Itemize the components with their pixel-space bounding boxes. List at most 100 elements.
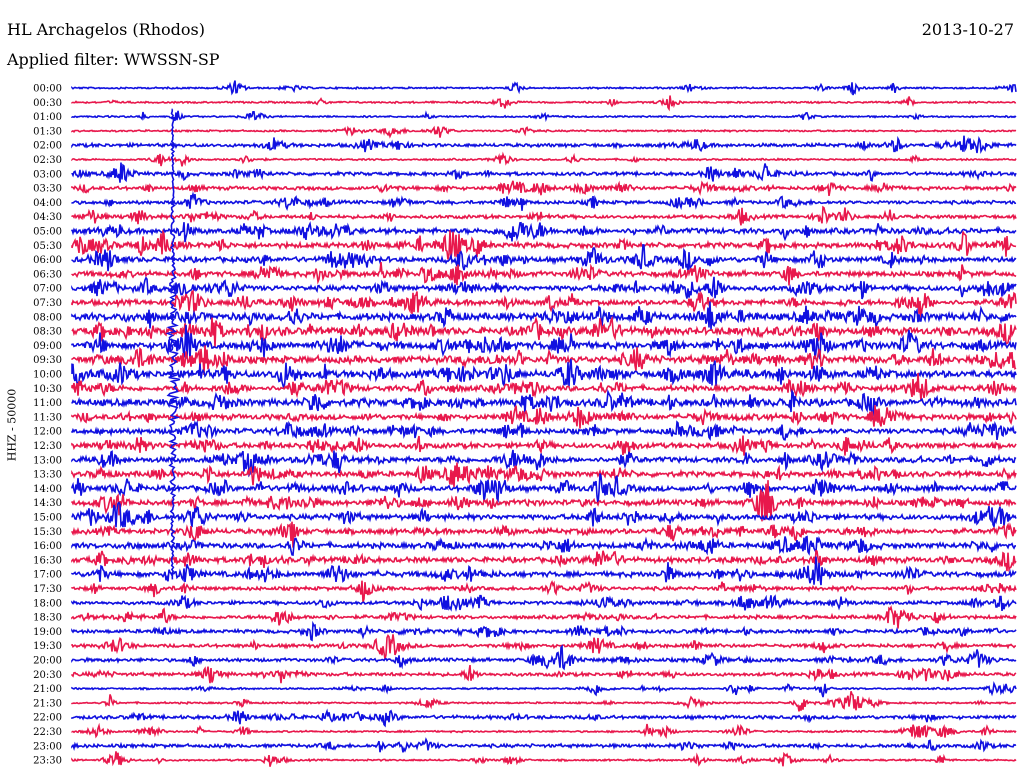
- trace-line: [71, 110, 1017, 123]
- row-time-label: 18:00: [33, 598, 62, 609]
- trace-line: [71, 95, 1017, 112]
- trace-line: [71, 345, 1017, 375]
- row-time-label: 23:30: [33, 756, 62, 767]
- row-time-label: 03:30: [33, 184, 62, 195]
- row-time-label: 02:30: [33, 155, 62, 166]
- row-time-label: 07:30: [33, 298, 62, 309]
- row-time-label: 09:30: [33, 355, 62, 366]
- trace-line: [71, 737, 1017, 753]
- record-date: 2013-10-27: [921, 20, 1014, 39]
- trace-line: [71, 462, 1017, 488]
- trace-line: [71, 191, 1017, 212]
- row-time-label: 01:30: [33, 126, 62, 137]
- trace-line: [71, 680, 1017, 698]
- trace-line: [71, 151, 1017, 167]
- station-title: HL Archagelos (Rhodos): [7, 20, 205, 39]
- trace-line: [71, 644, 1017, 671]
- row-time-label: 10:00: [33, 370, 62, 381]
- trace-line: [71, 388, 1017, 420]
- trace-line: [71, 751, 1017, 767]
- trace-line: [71, 80, 1017, 96]
- row-time-label: 00:00: [33, 84, 62, 95]
- row-time-label: 12:30: [33, 441, 62, 452]
- trace-line: [71, 473, 1017, 504]
- row-time-label: 06:30: [33, 269, 62, 280]
- filter-label: Applied filter: WWSSN-SP: [7, 50, 220, 69]
- trace-line: [71, 372, 1017, 402]
- trace-line: [71, 594, 1017, 612]
- row-time-label: 12:00: [33, 427, 62, 438]
- row-time-label: 05:30: [33, 241, 62, 252]
- row-time-label: 16:00: [33, 541, 62, 552]
- row-time-label: 22:30: [33, 727, 62, 738]
- row-time-label: 04:30: [33, 212, 62, 223]
- trace-line: [71, 162, 1017, 183]
- row-time-label: 21:00: [33, 684, 62, 695]
- trace-line: [71, 556, 1017, 586]
- row-time-label: 09:00: [33, 341, 62, 352]
- trace-line: [71, 125, 1017, 139]
- trace-line: [71, 405, 1017, 429]
- row-time-label: 21:30: [33, 698, 62, 709]
- row-time-label: 11:00: [33, 398, 62, 409]
- trace-line: [71, 301, 1017, 330]
- row-time-label: 16:30: [33, 555, 62, 566]
- trace-line: [71, 579, 1017, 603]
- trace-line: [71, 708, 1017, 728]
- trace-line: [71, 521, 1017, 548]
- row-time-label: 11:30: [33, 412, 62, 423]
- trace-line: [71, 620, 1017, 642]
- row-time-label: 23:00: [33, 741, 62, 752]
- trace-line: [71, 691, 1017, 712]
- row-time-label: 07:00: [33, 284, 62, 295]
- row-time-label: 05:00: [33, 227, 62, 238]
- row-time-label: 18:30: [33, 613, 62, 624]
- trace-line: [71, 358, 1017, 390]
- row-time-label: 14:30: [33, 498, 62, 509]
- row-time-label: 20:00: [33, 656, 62, 667]
- row-time-label: 13:00: [33, 455, 62, 466]
- row-time-label: 19:30: [33, 641, 62, 652]
- trace-line: [71, 276, 1017, 300]
- trace-line: [71, 262, 1017, 286]
- row-time-label: 08:00: [33, 312, 62, 323]
- trace-line: [71, 315, 1017, 348]
- row-time-label: 20:30: [33, 670, 62, 681]
- row-time-label: 02:00: [33, 141, 62, 152]
- trace-line: [71, 244, 1017, 273]
- trace-line: [71, 633, 1016, 660]
- row-time-label: 03:00: [33, 169, 62, 180]
- row-time-label: 06:00: [33, 255, 62, 266]
- row-time-label: 15:00: [33, 513, 62, 524]
- trace-line: [71, 289, 1017, 319]
- trace-line: [71, 180, 1017, 197]
- trace-line: [71, 435, 1017, 456]
- trace-line: [71, 205, 1017, 226]
- trace-line: [71, 549, 1017, 573]
- row-time-label: 19:00: [33, 627, 62, 638]
- trace-line: [71, 135, 1017, 154]
- trace-line: [71, 664, 1017, 684]
- main-event-trace: [164, 108, 181, 580]
- row-time-label: 08:30: [33, 327, 62, 338]
- row-time-label: 04:00: [33, 198, 62, 209]
- row-time-label: 22:00: [33, 713, 62, 724]
- row-time-label: 00:30: [33, 98, 62, 109]
- trace-line: [71, 324, 1017, 360]
- row-time-label: 10:30: [33, 384, 62, 395]
- row-time-label: 13:30: [33, 470, 62, 481]
- row-time-label: 17:30: [33, 584, 62, 595]
- trace-line: [71, 535, 1016, 556]
- row-time-label: 14:00: [33, 484, 62, 495]
- trace-line: [71, 501, 1017, 530]
- row-time-label: 01:00: [33, 112, 62, 123]
- trace-line: [71, 221, 1017, 243]
- row-time-label: 15:30: [33, 527, 62, 538]
- trace-line: [71, 604, 1017, 629]
- trace-line: [71, 449, 1017, 478]
- row-time-label: 17:00: [33, 570, 62, 581]
- trace-line: [71, 228, 1017, 260]
- trace-line: [71, 420, 1017, 442]
- trace-line: [71, 722, 1017, 740]
